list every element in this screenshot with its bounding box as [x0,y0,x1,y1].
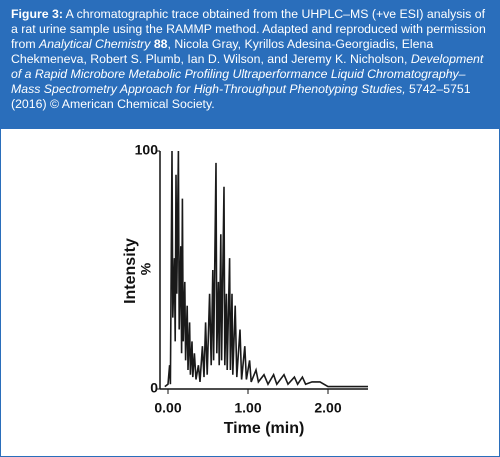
y-tick-label: 100 [135,142,159,158]
trace [164,150,368,388]
caption-text: 5742–5751 (2016) © American Chemical Soc… [11,82,471,111]
caption-text: Analytical Chemistry [39,37,151,51]
x-axis-label: Time (min) [224,420,305,437]
x-tick-label: 2.00 [314,400,341,416]
x-tick-label: 0.00 [154,400,181,416]
caption-label: Figure 3: [11,7,63,21]
y-axis-label: Intensity [122,238,139,304]
caption-text: 88 [150,37,168,51]
x-tick-label: 1.00 [234,400,261,416]
caption-text: , Nicola Gray, Kyrillos Adesina-Georgiad… [11,37,434,66]
y-axis-unit: % [138,262,154,275]
caption-text: Development of a Rapid Microbore Metabol… [11,52,484,96]
y-tick-label: 0 [150,380,158,396]
caption-text: A chromatographic trace obtained from th… [11,7,486,51]
caption: Figure 3: A chromatographic trace obtain… [1,1,499,129]
